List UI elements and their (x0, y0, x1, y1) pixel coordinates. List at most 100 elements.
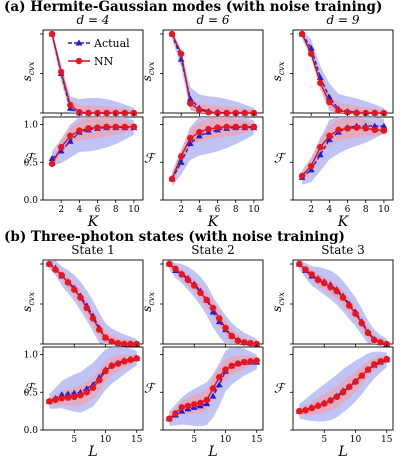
x-tick-label: 4 (326, 205, 332, 215)
y-axis-label: ℱ (274, 382, 287, 397)
nn-point (364, 329, 372, 336)
nn-point (121, 109, 129, 117)
actual-series-line (171, 126, 254, 180)
nn-point (133, 355, 140, 362)
nn-point (184, 276, 192, 284)
nn-point (216, 315, 223, 322)
panel-b3-top: scvx State 3 (270, 243, 394, 348)
x-tick-label: 10 (378, 205, 390, 215)
nn-point (89, 315, 97, 322)
nn-point (178, 404, 185, 411)
nn-point (85, 109, 92, 117)
nn-point (362, 125, 369, 132)
nn-point (326, 98, 333, 106)
nn-point (83, 304, 90, 312)
y-axis-label: scvx (20, 292, 36, 312)
panel-title: d = 4 (77, 13, 110, 27)
nn-point (321, 280, 328, 287)
nn-point (76, 109, 83, 116)
nn-point (187, 134, 194, 142)
x-tick-label: 10 (220, 435, 232, 445)
nn-series-line (171, 126, 254, 180)
nn-point (184, 402, 192, 410)
nn-point (314, 402, 322, 410)
nn-point (46, 260, 53, 268)
nn-point (222, 366, 229, 373)
x-tick-label: 6 (215, 205, 221, 215)
x-tick-label: 5 (321, 435, 327, 445)
panel-a1-bottom: 2 4 6 8 10 0.0 0.5 1.0 ℱ K (24, 116, 144, 230)
nn-point (335, 107, 342, 114)
x-axis-label: K (87, 214, 100, 230)
nn-point (127, 340, 134, 348)
nn-point (346, 302, 353, 309)
nn-point (114, 360, 122, 367)
nn-uncertainty-band (302, 31, 384, 113)
nn-point (127, 356, 134, 364)
x-tick-label: 2 (178, 205, 184, 215)
nn-point (102, 367, 109, 375)
nn-point (166, 260, 173, 268)
nn-point (64, 394, 72, 401)
panel-a3-top: scvx d = 9 (270, 13, 394, 117)
x-tick-label: 5 (71, 435, 77, 445)
y-axis-label: ℱ (24, 382, 37, 397)
nn-point (253, 357, 260, 364)
nn-point (298, 172, 306, 180)
panel-b2-top: scvx State 2 (140, 243, 264, 348)
actual-point (186, 95, 194, 102)
nn-point (308, 271, 315, 278)
section-b-title: (b) Three-photon states (with noise trai… (4, 229, 345, 245)
nn-point (371, 126, 379, 134)
actual-point (209, 308, 217, 315)
legend-nn-label: NN (94, 55, 114, 68)
nn-point (203, 396, 210, 404)
y-axis-label: scvx (140, 61, 156, 81)
x-tick-label: 8 (113, 205, 119, 215)
nn-point (112, 123, 119, 131)
nn-point (108, 338, 115, 345)
nn-point (89, 384, 97, 391)
nn-point (247, 340, 254, 347)
nn-point (344, 125, 351, 132)
nn-point (103, 123, 110, 131)
nn-point (358, 372, 365, 379)
nn-point (339, 294, 347, 301)
y-axis-label: ℱ (274, 152, 287, 167)
nn-point (241, 123, 249, 131)
nn-point (108, 362, 115, 370)
actual-point (325, 136, 333, 143)
nn-point (172, 265, 179, 272)
nn-point (52, 396, 59, 404)
nn-point (197, 399, 204, 407)
nn-point (223, 123, 230, 131)
nn-point (205, 109, 212, 116)
nn-series-line (301, 33, 384, 114)
nn-point (296, 407, 303, 415)
nn-point (380, 127, 388, 134)
panel-a3-bottom: 2 4 6 8 10 ℱ K (274, 116, 394, 230)
actual-point (215, 381, 223, 388)
actual-series-line (301, 125, 384, 178)
nn-uncertainty-band (302, 117, 384, 180)
nn-point (302, 407, 309, 414)
nn-point (71, 286, 78, 293)
x-tick-label: 8 (233, 205, 239, 215)
actual-point (195, 132, 203, 139)
nn-point (102, 334, 109, 341)
nn-point (371, 109, 379, 117)
x-tick-label: 10 (248, 205, 260, 215)
y-axis-label: ℱ (144, 152, 157, 167)
nn-point (228, 362, 235, 370)
actual-point (57, 147, 65, 154)
nn-point (166, 415, 173, 422)
nn-point (353, 124, 360, 131)
nn-point (371, 336, 378, 344)
nn-point (314, 276, 322, 284)
nn-point (209, 385, 217, 392)
x-tick-label: 6 (95, 205, 101, 215)
nn-point (333, 288, 340, 295)
nn-point (308, 404, 315, 412)
y-axis-label: scvx (270, 292, 286, 312)
y-axis-label: scvx (140, 292, 156, 312)
